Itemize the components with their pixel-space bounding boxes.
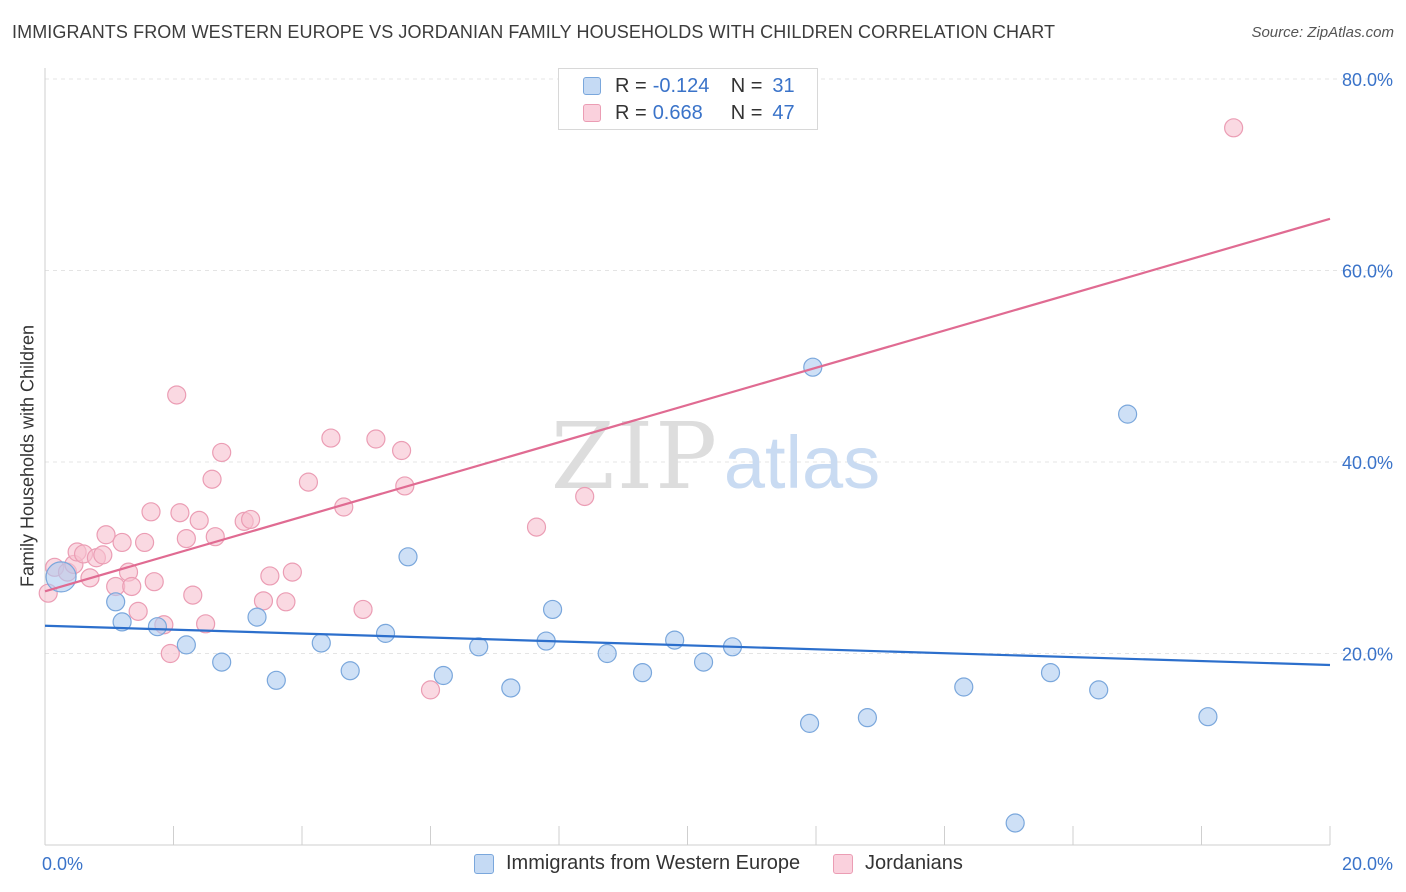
jordanians-point-32 (260, 566, 280, 586)
jordanians-point-22 (176, 528, 196, 549)
correlation-legend: R = -0.124 N = 31 R = 0.668 N = 47 (558, 68, 818, 130)
western-europe-point-7 (266, 670, 286, 690)
jordanians-point-34 (282, 562, 302, 582)
legend-n-value-blue: 31 (772, 74, 795, 97)
y-tick-label-80: 80.0% (1342, 70, 1393, 90)
series-swatch-blue (474, 853, 494, 874)
series-legend-western-europe: Immigrants from Western Europe (474, 852, 800, 875)
jordanians-point-40 (391, 440, 412, 461)
jordanians-point-45 (1224, 118, 1244, 138)
western-europe-point-2 (112, 612, 132, 632)
western-europe-point-6 (247, 607, 267, 627)
western-europe-point-12 (433, 665, 453, 686)
legend-r-value-blue: -0.124 (652, 74, 710, 97)
western-europe-point-16 (542, 599, 563, 620)
western-europe-point-25 (954, 677, 974, 697)
western-europe-point-3 (147, 617, 168, 637)
jordanians-trend-line (44, 217, 1331, 593)
jordanians-point-43 (526, 517, 547, 537)
western-europe-point-29 (1118, 404, 1138, 424)
jordanians-point-25 (196, 614, 216, 634)
jordanians-point-39 (366, 429, 386, 449)
western-europe-point-28 (1089, 680, 1109, 700)
legend-n-label: N = (730, 74, 763, 97)
jordanians-point-8 (93, 545, 113, 565)
jordanians-point-14 (128, 601, 148, 621)
western-europe-point-26 (1005, 813, 1025, 833)
source-label: Source: ZipAtlas.com (1251, 24, 1394, 41)
y-axis-label: Family Households with Children (17, 324, 38, 588)
legend-row-western-europe: R = -0.124 N = 31 (583, 74, 795, 98)
legend-r-label: R = (615, 101, 647, 124)
jordanians-point-15 (134, 532, 155, 553)
jordanians-point-26 (202, 469, 222, 489)
western-europe-point-27 (1040, 663, 1061, 683)
chart-title: IMMIGRANTS FROM WESTERN EUROPE VS JORDAN… (12, 22, 1056, 42)
tick-labels: 20.0% 40.0% 60.0% 80.0% 0.0% 20.0% (42, 70, 1393, 874)
jordanians-point-30 (241, 509, 261, 530)
legend-row-jordanians: R = 0.668 N = 47 (583, 101, 795, 125)
series-swatch-pink (833, 853, 853, 874)
western-europe-point-19 (665, 630, 685, 650)
western-europe-trend-line (44, 624, 1331, 667)
jordanians-point-17 (144, 572, 164, 592)
jordanians-point-28 (212, 442, 232, 463)
series-legend-jordanians: Jordanians (833, 852, 963, 875)
jordanians-point-35 (298, 472, 319, 492)
western-europe-point-5 (212, 652, 232, 672)
jordanians-point-23 (183, 585, 203, 605)
jordanians-point-20 (167, 385, 187, 405)
axes (44, 68, 1331, 846)
western-europe-point-9 (340, 661, 360, 681)
western-europe-point-30 (1198, 707, 1218, 727)
western-europe-point-24 (857, 708, 878, 728)
legend-r-value-pink: 0.668 (652, 101, 703, 124)
western-europe-point-14 (501, 678, 521, 698)
series-name-jordanians: Jordanians (865, 852, 963, 874)
legend-n-label: N = (730, 101, 763, 124)
western-europe-point-13 (469, 637, 489, 657)
trend-lines (44, 217, 1331, 667)
jordanians-point-36 (321, 428, 341, 448)
y-tick-label-60: 60.0% (1342, 262, 1393, 282)
legend-swatch-pink (583, 104, 601, 122)
western-europe-point-10 (375, 623, 396, 643)
jordanians-point-21 (170, 503, 190, 523)
legend-swatch-blue (583, 77, 601, 95)
legend-n-value-pink: 47 (772, 101, 795, 124)
jordanians-point-16 (141, 502, 161, 522)
jordanians-point-13 (122, 576, 142, 597)
western-europe-point-1 (106, 592, 126, 612)
jordanians-point-19 (160, 643, 180, 664)
western-europe-point-8 (311, 633, 331, 653)
legend-r-label: R = (615, 74, 647, 97)
jordanians-point-33 (276, 592, 296, 612)
western-europe-point-18 (632, 663, 653, 683)
jordanians-point-11 (112, 532, 132, 553)
jordanians-points (38, 118, 1244, 700)
western-europe-point-17 (597, 643, 617, 664)
x-tick-label-max: 20.0% (1342, 854, 1393, 874)
watermark: ZIP atlas (551, 403, 880, 510)
jordanians-point-24 (189, 510, 209, 531)
jordanians-point-42 (420, 680, 441, 700)
y-tick-label-20: 20.0% (1342, 645, 1393, 665)
watermark-atlas: atlas (724, 421, 880, 504)
western-europe-point-20 (693, 652, 714, 672)
series-legend: Immigrants from Western Europe Jordanian… (0, 852, 1406, 878)
jordanians-point-44 (575, 486, 595, 507)
y-tick-label-40: 40.0% (1342, 453, 1393, 473)
western-europe-point-11 (398, 547, 418, 567)
jordanians-point-31 (253, 591, 274, 611)
series-name-western-europe: Immigrants from Western Europe (506, 852, 801, 874)
western-europe-point-4 (176, 635, 196, 655)
grid-lines (45, 78, 1392, 654)
jordanians-point-9 (96, 525, 116, 545)
western-europe-point-22 (799, 713, 820, 733)
jordanians-point-38 (353, 599, 373, 620)
x-tick-label-min: 0.0% (42, 854, 83, 874)
